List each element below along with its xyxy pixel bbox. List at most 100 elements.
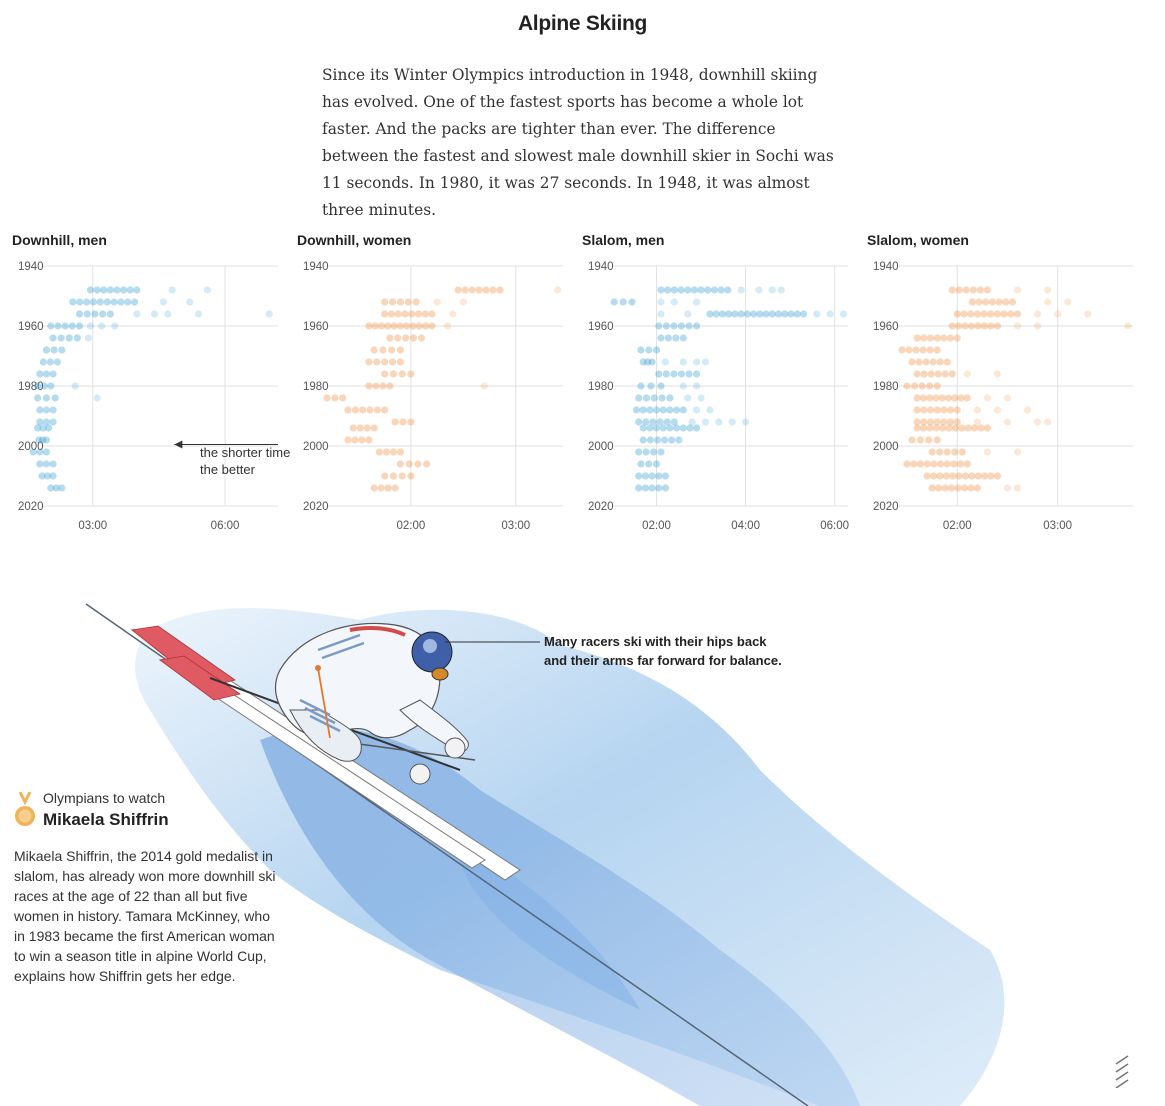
data-point	[1000, 310, 1008, 318]
data-point	[351, 436, 359, 444]
data-point	[668, 436, 676, 444]
data-point	[943, 358, 951, 366]
data-point	[186, 298, 194, 306]
data-point	[194, 310, 203, 318]
data-point	[111, 322, 119, 330]
data-point	[1054, 310, 1062, 318]
data-point	[755, 286, 763, 294]
data-point	[961, 322, 969, 330]
data-point	[912, 346, 920, 354]
x-tick-label: 04:00	[731, 520, 760, 532]
data-point	[358, 436, 366, 444]
data-point	[50, 346, 58, 354]
data-point	[39, 424, 47, 432]
hamburger-icon[interactable]	[1112, 1052, 1134, 1088]
data-point	[1044, 418, 1052, 426]
data-point	[941, 484, 949, 492]
data-point	[774, 310, 783, 318]
data-point	[932, 394, 940, 402]
data-point	[36, 460, 44, 468]
data-point	[628, 298, 636, 306]
data-point	[923, 460, 931, 468]
data-point	[407, 418, 415, 426]
data-point	[672, 334, 680, 342]
y-tick-label: 1940	[873, 261, 899, 273]
y-tick-label: 1960	[873, 321, 899, 333]
y-tick-label: 2000	[588, 441, 614, 453]
data-point	[983, 286, 991, 294]
data-point	[724, 286, 732, 294]
x-tick-label: 02:00	[943, 520, 972, 532]
data-point	[715, 418, 723, 426]
data-point	[389, 448, 398, 456]
data-point	[42, 448, 51, 456]
data-point	[799, 310, 808, 318]
y-tick-label: 1940	[588, 261, 614, 273]
data-point	[61, 322, 69, 330]
chart-annotation: the shorter time the better	[200, 444, 290, 478]
data-point	[781, 310, 789, 318]
data-point	[677, 370, 686, 378]
data-point	[679, 358, 687, 366]
data-point	[42, 460, 51, 468]
y-tick-label: 2020	[873, 501, 899, 513]
data-point	[480, 382, 488, 390]
data-point	[635, 394, 643, 402]
data-point	[839, 310, 848, 318]
data-point	[916, 460, 925, 468]
data-point	[396, 448, 405, 456]
data-point	[987, 322, 995, 330]
data-point	[391, 484, 399, 492]
data-point	[967, 310, 975, 318]
data-point	[610, 298, 618, 306]
data-point	[933, 406, 941, 414]
data-point	[339, 394, 347, 402]
data-point	[697, 394, 705, 402]
data-point	[639, 358, 647, 366]
data-point	[1013, 448, 1022, 456]
data-point	[93, 286, 101, 294]
hip-marker-dot	[315, 665, 321, 671]
data-point	[489, 286, 497, 294]
data-point	[391, 418, 399, 426]
data-point	[642, 418, 650, 426]
data-point	[920, 334, 928, 342]
data-point	[969, 286, 977, 294]
data-point	[423, 460, 431, 468]
data-point	[939, 424, 947, 432]
data-point	[920, 406, 928, 414]
data-point	[652, 346, 661, 354]
data-point	[164, 310, 172, 318]
data-point	[919, 424, 928, 432]
data-point	[988, 298, 997, 306]
data-point	[948, 286, 956, 294]
data-point	[657, 448, 665, 456]
data-point	[971, 424, 979, 432]
data-point	[1023, 406, 1032, 414]
olympian-kicker: Olympians to watch	[43, 790, 166, 806]
data-point	[908, 436, 916, 444]
data-point	[928, 484, 936, 492]
data-point	[993, 406, 1002, 414]
data-point	[927, 370, 935, 378]
data-point	[646, 406, 654, 414]
data-point	[159, 298, 167, 306]
y-tick-label: 2000	[303, 441, 329, 453]
data-point	[36, 418, 44, 426]
data-point	[42, 436, 51, 444]
data-point	[388, 298, 397, 306]
data-point	[1084, 310, 1092, 318]
data-point	[639, 424, 647, 432]
data-point	[693, 358, 701, 366]
data-point	[412, 298, 420, 306]
data-point	[124, 298, 132, 306]
data-point	[639, 436, 647, 444]
data-point	[415, 322, 423, 330]
data-point	[86, 286, 95, 294]
data-point	[36, 448, 44, 456]
data-point	[1013, 286, 1022, 294]
data-point	[664, 286, 672, 294]
data-point	[53, 358, 62, 366]
data-point	[659, 406, 667, 414]
data-point	[677, 322, 686, 330]
